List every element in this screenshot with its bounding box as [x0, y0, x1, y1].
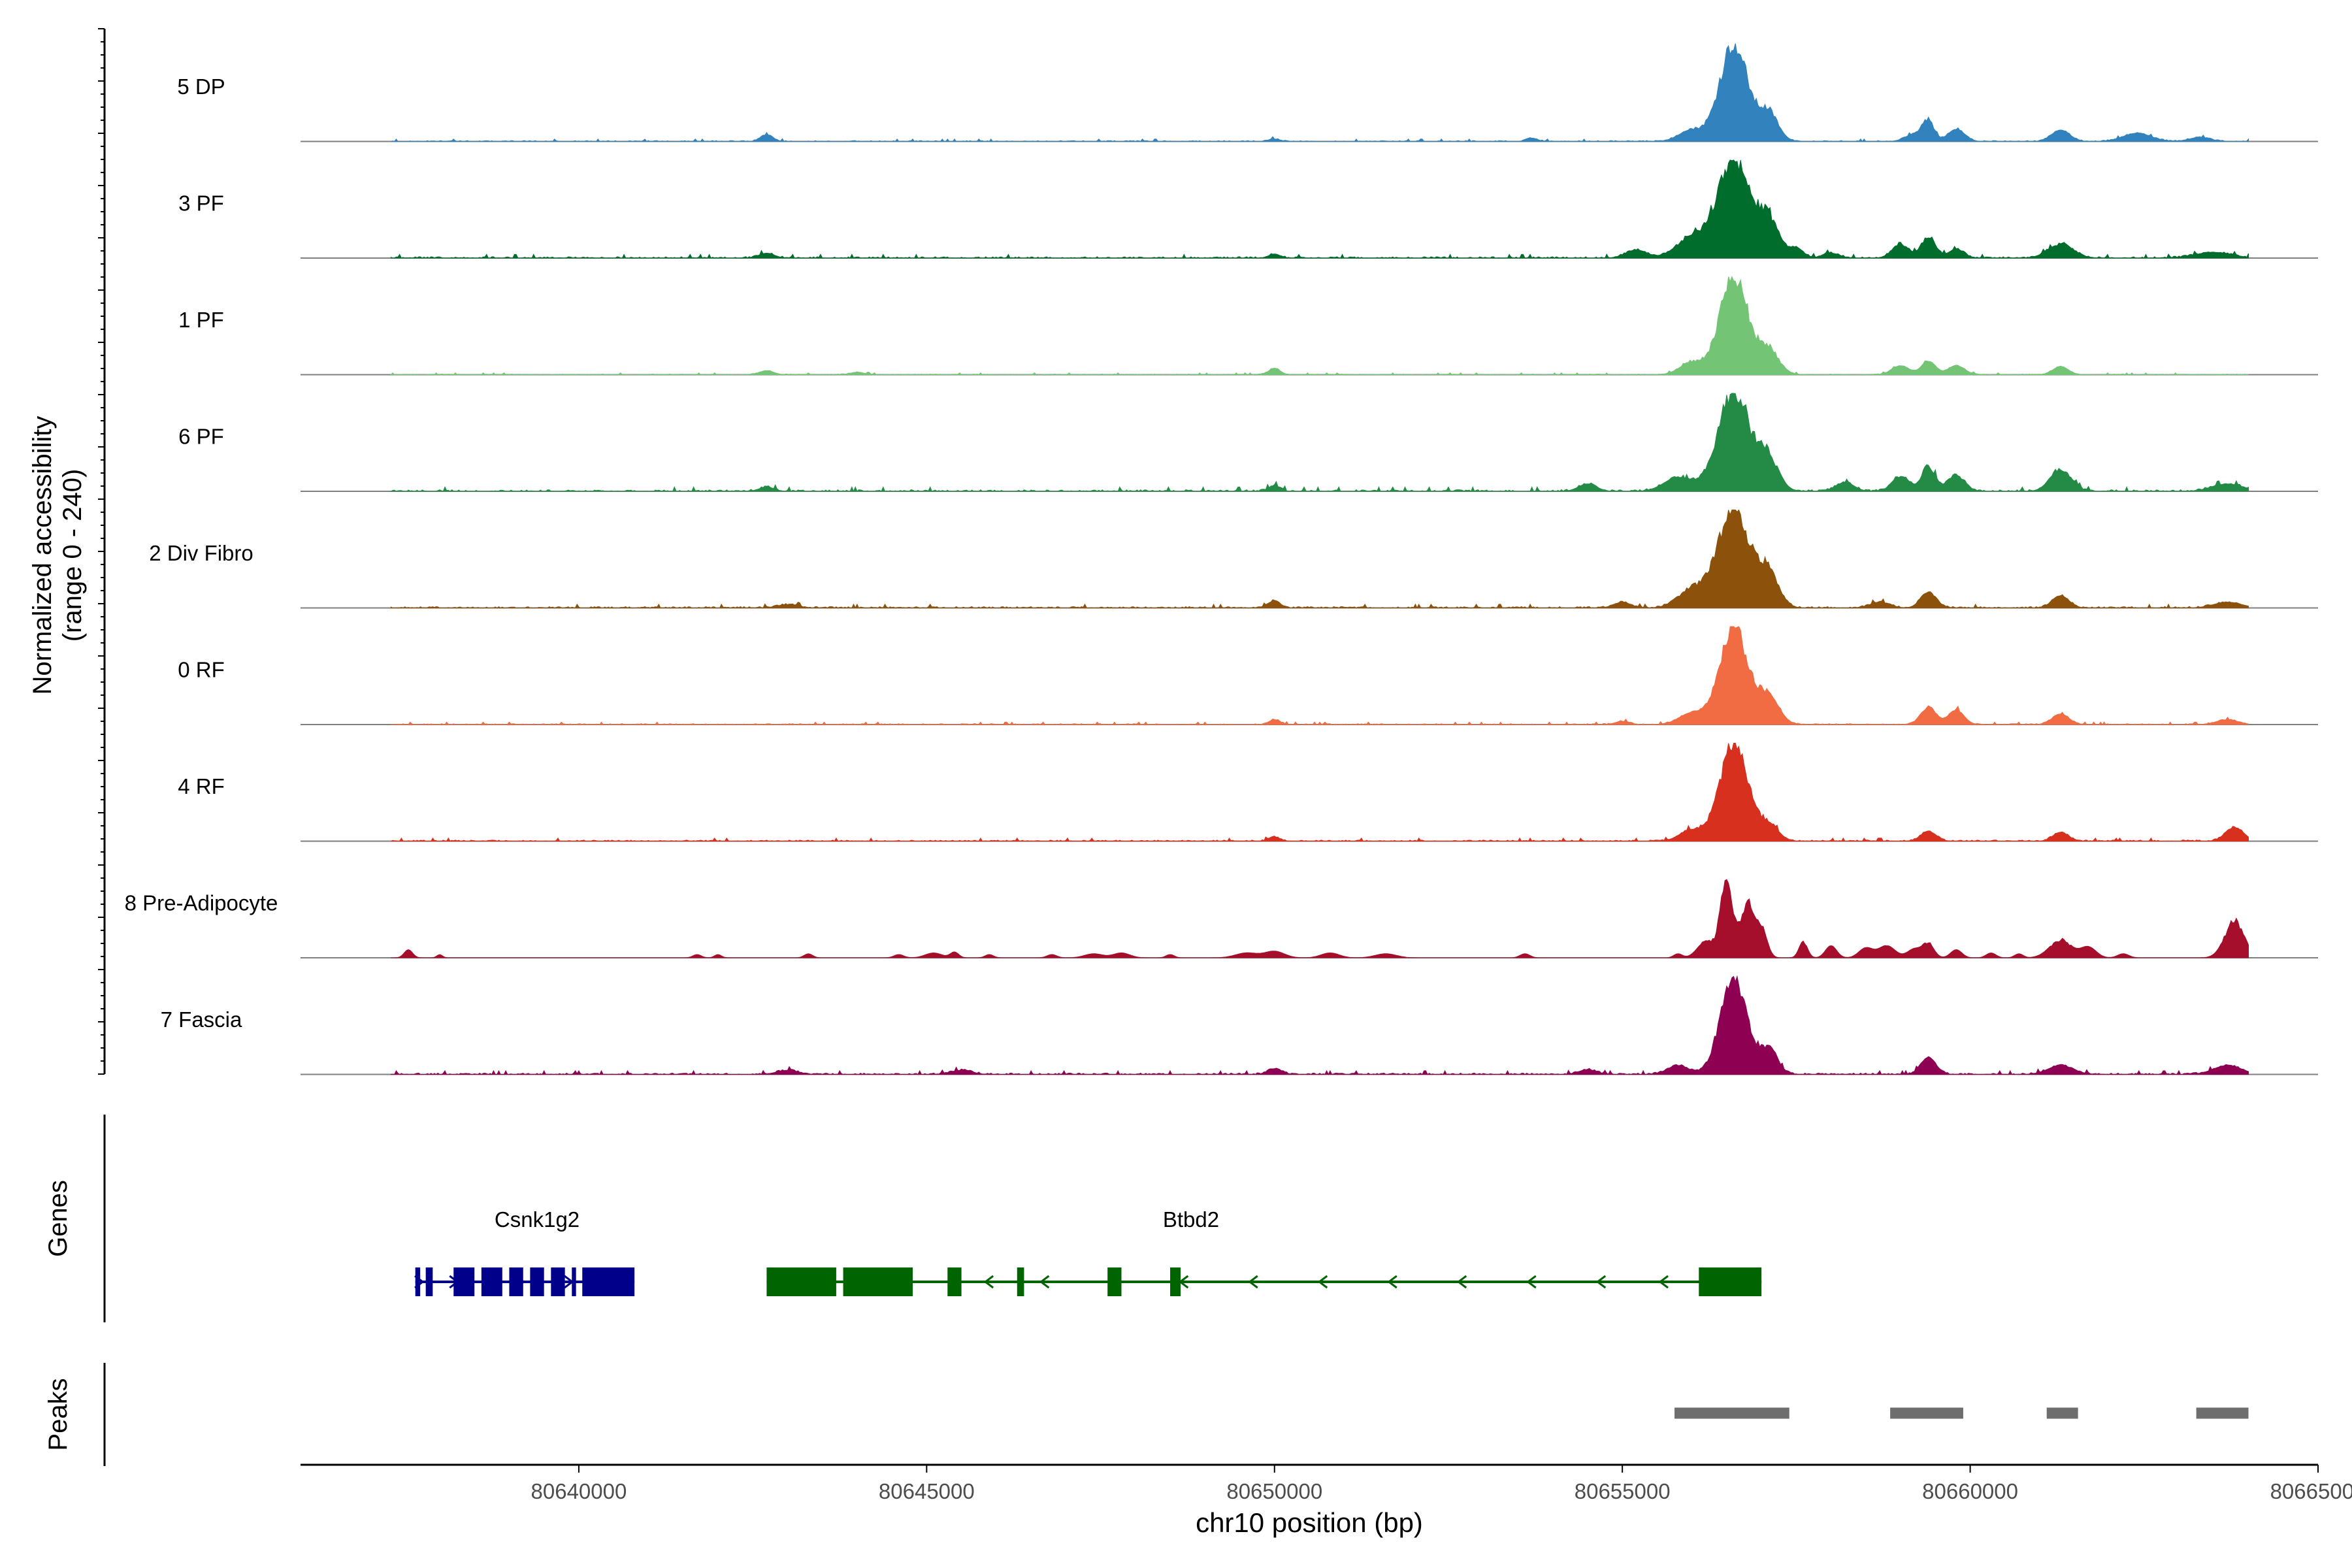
strand-arrow: [1658, 1275, 1669, 1289]
x-tick-label: 80660000: [1922, 1479, 2018, 1503]
x-tick-label: 80645000: [879, 1479, 975, 1503]
track-1-pf: 1 PF: [178, 276, 2318, 376]
gene-exon: [481, 1267, 502, 1296]
peaks-track: [1674, 1407, 2249, 1419]
track-label: 7 Fascia: [161, 1007, 242, 1032]
strand-arrow: [1317, 1275, 1328, 1289]
x-tick-label: 80655000: [1575, 1479, 1671, 1503]
gene-exon: [585, 1267, 635, 1296]
gene-exon: [551, 1267, 565, 1296]
strand-arrow: [515, 1275, 525, 1289]
gene-exon: [843, 1267, 913, 1296]
y-axis-title-line2: (range 0 - 240): [58, 469, 87, 642]
coverage-area: [390, 276, 2249, 376]
track-label: 8 Pre-Adipocyte: [125, 891, 278, 915]
track-label: 6 PF: [178, 425, 224, 449]
gene-exon: [947, 1267, 962, 1296]
x-axis-title: chr10 position (bp): [1196, 1507, 1423, 1538]
gene-exon: [1017, 1267, 1024, 1296]
gene-exon: [509, 1267, 523, 1296]
track-label: 1 PF: [178, 308, 224, 332]
strand-arrow: [1595, 1275, 1607, 1289]
coverage-area: [391, 43, 2249, 142]
coverage-area: [390, 626, 2249, 725]
gene-annotation-track: Csnk1g2 Btbd2: [414, 1207, 1762, 1296]
gene-exon: [415, 1267, 421, 1296]
strand-arrow: [1456, 1275, 1467, 1289]
coverage-area: [389, 393, 2249, 493]
strand-arrow: [1039, 1275, 1050, 1289]
strand-arrow: [1526, 1275, 1537, 1289]
track-6-pf: 6 PF: [178, 393, 2318, 493]
x-tick-label: 80640000: [531, 1479, 627, 1503]
strand-arrow: [1248, 1275, 1258, 1289]
coverage-area: [390, 509, 2249, 609]
strand-arrow: [1387, 1275, 1397, 1289]
track-5-dp: 5 DP: [177, 43, 2318, 142]
strand-arrow: [983, 1275, 994, 1289]
track-7-fascia: 7 Fascia: [161, 975, 2318, 1075]
gene-exon: [425, 1267, 433, 1296]
coverage-area: [391, 879, 2249, 958]
peak-region: [2196, 1407, 2249, 1419]
gene-csnk1g2: Csnk1g2: [414, 1207, 635, 1296]
coverage-tracks: 5 DP 3 PF 1 PF 6 PF 2 Div Fibro 0 RF 4 RF 8 Pre…: [125, 43, 2318, 1075]
peak-region: [1890, 1407, 1963, 1419]
gene-btbd2: Btbd2: [766, 1207, 1762, 1296]
gene-exon: [530, 1267, 544, 1296]
strand-arrow: [1178, 1275, 1189, 1289]
track-label: 5 DP: [177, 74, 225, 99]
track-label: 3 PF: [178, 191, 224, 216]
x-tick-label: 80650000: [1226, 1479, 1322, 1503]
track-4-rf: 4 RF: [178, 743, 2318, 842]
gene-exon: [572, 1267, 576, 1296]
strand-arrow: [449, 1275, 459, 1289]
track-2-div-fibro: 2 Div Fibro: [149, 509, 2318, 609]
gene-exon: [1107, 1267, 1122, 1296]
gene-exon: [1170, 1267, 1181, 1296]
track-label: 0 RF: [178, 658, 225, 682]
track-label: 2 Div Fibro: [149, 541, 253, 565]
gene-exon: [1699, 1267, 1762, 1296]
coverage-area: [391, 743, 2249, 842]
peaks-track-label: Peaks: [44, 1378, 73, 1450]
gene-exon: [766, 1267, 836, 1296]
x-tick-label: 80665000: [2270, 1479, 2352, 1503]
gene-label: Csnk1g2: [495, 1207, 580, 1232]
genes-track-label: Genes: [44, 1180, 73, 1257]
peak-region: [1674, 1407, 1789, 1419]
track-0-rf: 0 RF: [178, 626, 2318, 725]
track-8-pre-adipocyte: 8 Pre-Adipocyte: [125, 879, 2318, 958]
gene-exon: [582, 1267, 587, 1296]
coverage-area: [390, 975, 2249, 1075]
gene-label: Btbd2: [1163, 1207, 1219, 1232]
y-axis-title-line1: Normalized accessibility: [28, 416, 57, 695]
axes: 80640000 80645000 80650000 80655000 80660000…: [98, 28, 2352, 1503]
track-3-pf: 3 PF: [178, 159, 2318, 259]
track-label: 4 RF: [178, 774, 225, 798]
peak-region: [2046, 1407, 2078, 1419]
strand-arrow: [414, 1275, 425, 1289]
strand-arrow: [564, 1275, 574, 1289]
coverage-area: [390, 159, 2249, 259]
